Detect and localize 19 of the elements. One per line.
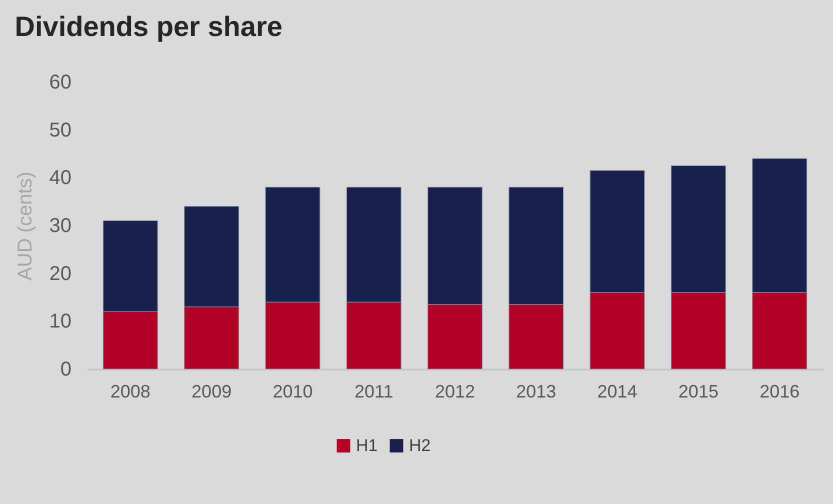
y-tick-label: 50 xyxy=(49,119,72,142)
x-tick-label: 2008 xyxy=(110,382,150,402)
x-tick-label: 2011 xyxy=(354,382,394,402)
x-tick-label: 2009 xyxy=(192,382,232,402)
legend-label: H1 xyxy=(356,436,378,455)
y-tick-label: 30 xyxy=(49,215,72,237)
y-tick-label: 20 xyxy=(49,262,72,285)
x-tick-label: 2012 xyxy=(434,382,476,402)
x-tick-label: 2016 xyxy=(760,382,800,402)
y-tick-label: 10 xyxy=(49,310,72,333)
y-tick-label: 0 xyxy=(60,358,72,380)
x-tick-label: 2010 xyxy=(272,382,313,402)
x-tick-label: 2014 xyxy=(597,382,638,402)
y-tick-label: 60 xyxy=(49,72,72,94)
x-tick-label: 2013 xyxy=(516,382,556,402)
legend-label: H2 xyxy=(409,436,431,455)
chart-title: Dividends per share xyxy=(14,11,282,42)
x-tick-label: 2015 xyxy=(678,382,718,402)
y-tick-label: 40 xyxy=(49,167,72,190)
